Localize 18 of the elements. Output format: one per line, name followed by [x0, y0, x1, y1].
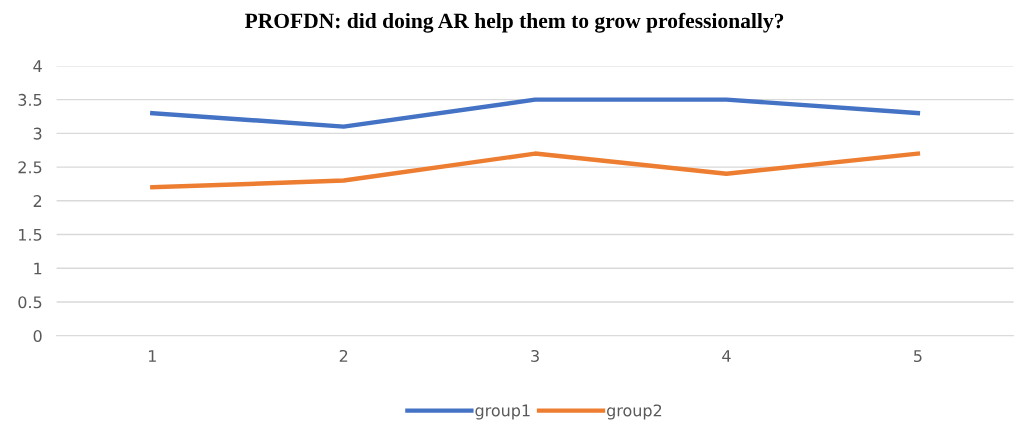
chart-title: PROFDN: did doing AR help them to grow professionally? — [244, 12, 784, 33]
x-tick-label: 1 — [148, 350, 156, 362]
x-tick-label: 3 — [531, 349, 539, 362]
y-tick-label: 2.5 — [18, 161, 42, 174]
x-tick-label: 5 — [914, 350, 922, 362]
y-tick-label: 2 — [33, 195, 42, 207]
line-series — [150, 151, 921, 190]
y-tick-label: 3 — [33, 127, 42, 140]
y-tick-label: 1 — [34, 262, 42, 275]
y-tick-label: 0 — [33, 329, 42, 343]
x-tick-label: 4 — [722, 350, 731, 362]
legend-label: group2 — [607, 404, 662, 420]
y-tick-label: 4 — [33, 60, 42, 72]
y-tick-label: 3.5 — [18, 93, 42, 106]
y-tick-label: 0.5 — [18, 296, 42, 309]
legend-label: group1 — [475, 404, 530, 420]
x-tick-label: 2 — [339, 349, 348, 362]
y-tick-label: 1.5 — [19, 228, 42, 241]
